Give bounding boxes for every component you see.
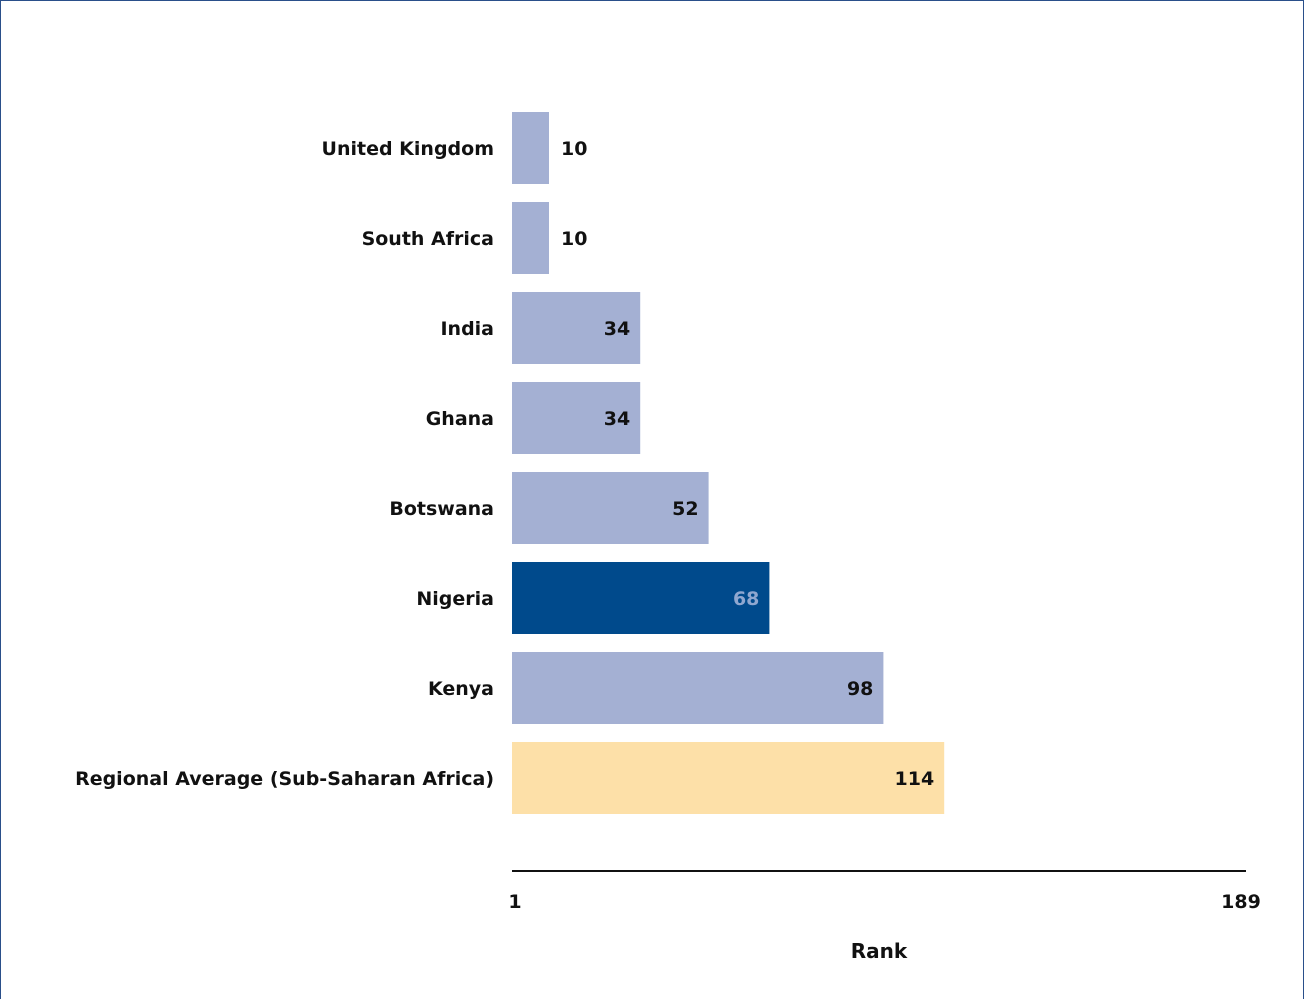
- category-label-kenya: Kenya: [428, 678, 494, 700]
- bar-nigeria: [512, 562, 770, 634]
- value-label-botswana: 52: [672, 498, 698, 520]
- category-label-ghana: Ghana: [426, 408, 494, 430]
- category-label-nigeria: Nigeria: [416, 588, 494, 610]
- bar-ghana: [512, 382, 641, 454]
- category-label-south-africa: South Africa: [362, 228, 494, 250]
- bar-india: [512, 292, 641, 364]
- x-axis-title: Rank: [851, 939, 908, 963]
- category-label-regional-average-sub-saharan-africa: Regional Average (Sub-Saharan Africa): [75, 768, 494, 790]
- category-label-india: India: [440, 318, 494, 340]
- value-label-south-africa: 10: [561, 228, 587, 250]
- value-label-ghana: 34: [604, 408, 630, 430]
- value-label-nigeria: 68: [733, 588, 759, 610]
- value-label-kenya: 98: [847, 678, 873, 700]
- value-label-regional-average-sub-saharan-africa: 114: [895, 768, 935, 790]
- bar-kenya: [512, 652, 884, 724]
- category-labels-group: United Kingdom South Africa India Ghana Bots…: [75, 138, 494, 790]
- value-labels-group: 10 10 34 34 52 68 98 114: [561, 138, 934, 790]
- category-label-united-kingdom: United Kingdom: [322, 138, 494, 160]
- bar-south-africa: [512, 202, 549, 274]
- bar-regional-average-sub-saharan-africa: [512, 742, 945, 814]
- bars-group: [512, 112, 945, 814]
- bar-botswana: [512, 472, 709, 544]
- x-tick-label-min: 1: [508, 891, 521, 913]
- value-label-india: 34: [604, 318, 630, 340]
- x-tick-label-max: 189: [1221, 891, 1261, 913]
- bar-united-kingdom: [512, 112, 549, 184]
- category-label-botswana: Botswana: [389, 498, 494, 520]
- value-label-united-kingdom: 10: [561, 138, 587, 160]
